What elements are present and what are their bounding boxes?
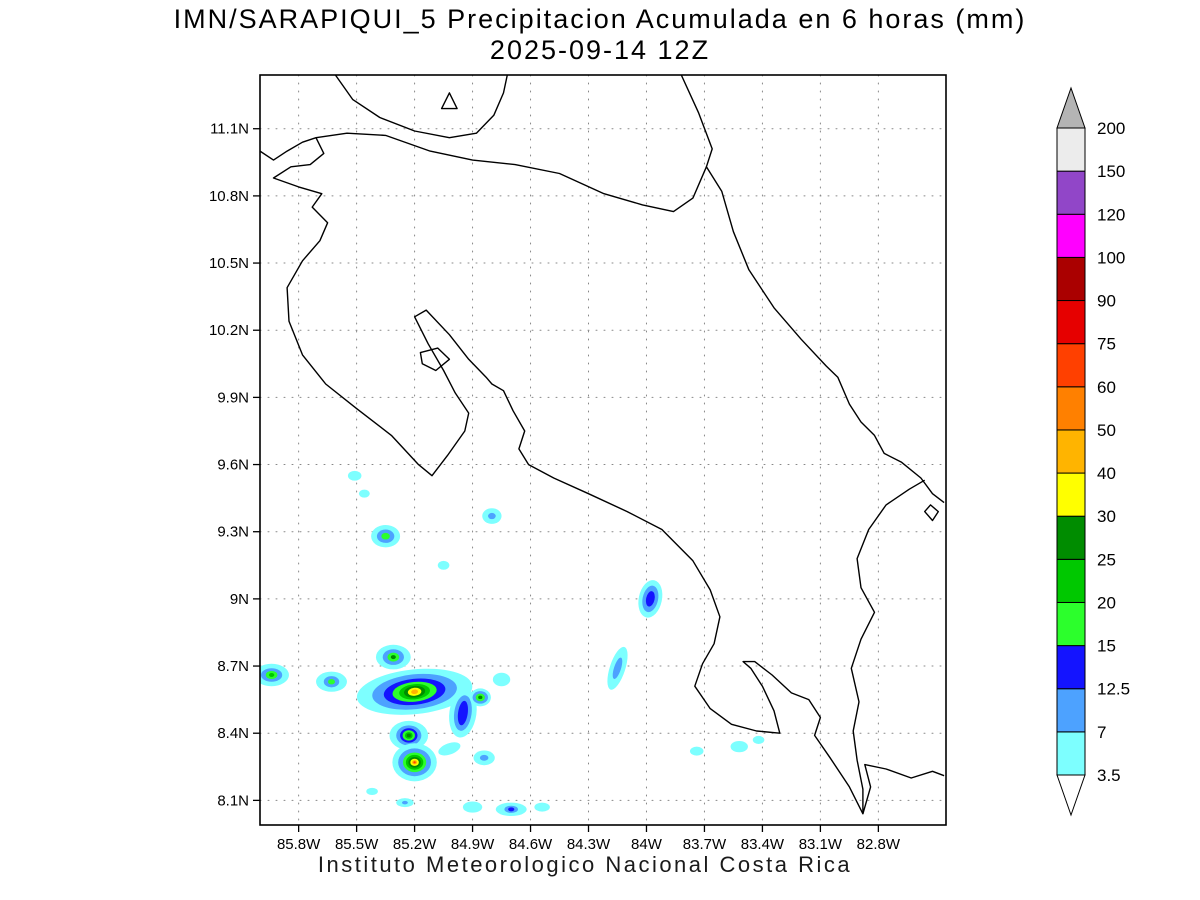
- figure-titles: IMN/SARAPIQUI_5 Precipitacion Acumulada …: [0, 4, 1200, 66]
- coastline: [260, 75, 945, 815]
- y-tick-label: 9.9N: [217, 389, 249, 406]
- colorbar-label: 60: [1097, 378, 1116, 397]
- colorbar-label: 75: [1097, 335, 1116, 354]
- precipitation-shading: [260, 470, 765, 817]
- y-tick-label: 9N: [230, 591, 249, 608]
- y-tick-label: 10.5N: [209, 255, 249, 272]
- colorbar-label: 20: [1097, 593, 1116, 612]
- colorbar-label: 90: [1097, 292, 1116, 311]
- axis-labels: 85.8W 85.5W 85.2W 84.9W 84.6W 84.3W 84W 83.7W 83…: [209, 121, 901, 850]
- colorbar-label: 3.5: [1097, 766, 1121, 785]
- colorbar-segment: [1056, 429, 1086, 474]
- colorbar-label: 200: [1097, 119, 1125, 138]
- colorbar-segment: [1056, 645, 1086, 690]
- colorbar-segment: [1056, 558, 1086, 603]
- pacific-coast: [260, 137, 945, 815]
- colorbar: 3.5 7 12.5 15 20 25 30 40 50 60 75 90 100 120 150 200: [1056, 86, 1130, 817]
- x-tick-label: 84.9W: [451, 836, 495, 850]
- colorbar-label: 40: [1097, 464, 1116, 483]
- bocas-islands: [924, 504, 939, 522]
- colorbar-label: 100: [1097, 248, 1125, 267]
- y-tick-label: 9.6N: [217, 457, 249, 474]
- colorbar-segment: [1056, 213, 1086, 258]
- colorbar-label: 25: [1097, 550, 1116, 569]
- colorbar-segment: [1056, 127, 1086, 172]
- colorbar-over-arrow: [1056, 86, 1086, 129]
- axis-ticks: [253, 128, 880, 832]
- x-tick-label: 83.4W: [741, 836, 785, 850]
- caption: Instituto Meteorologico Nacional Costa R…: [317, 852, 853, 877]
- y-tick-label: 8.4N: [217, 725, 249, 742]
- lake-nicaragua-shore: [334, 75, 508, 139]
- colorbar-segment: [1056, 472, 1086, 517]
- nicaragua-border: [315, 132, 708, 213]
- x-tick-label: 83.1W: [799, 836, 843, 850]
- panama-border: [850, 479, 926, 814]
- x-tick-label: 84.3W: [567, 836, 611, 850]
- colorbar-segment: [1056, 688, 1086, 733]
- colorbar-label: 12.5: [1097, 680, 1130, 699]
- y-tick-label: 8.7N: [217, 658, 249, 675]
- colorbar-segment: [1056, 256, 1086, 302]
- colorbar-segment: [1056, 300, 1086, 345]
- y-tick-label: 10.8N: [209, 188, 249, 205]
- y-tick-label: 9.3N: [217, 524, 249, 541]
- colorbar-segment: [1056, 731, 1086, 776]
- colorbar-under-arrow: [1056, 774, 1086, 817]
- caribbean-coast: [680, 75, 945, 504]
- colorbar-label: 50: [1097, 421, 1116, 440]
- x-tick-label: 84.6W: [509, 836, 553, 850]
- colorbar-label: 7: [1097, 723, 1106, 742]
- x-tick-label: 83.7W: [683, 836, 727, 850]
- colorbar-label: 15: [1097, 637, 1116, 656]
- x-tick-label: 84W: [631, 836, 663, 850]
- y-tick-label: 10.2N: [209, 322, 249, 339]
- chart-subtitle: 2025-09-14 12Z: [489, 35, 711, 65]
- colorbar-label: 120: [1097, 205, 1125, 224]
- colorbar-segment: [1056, 386, 1086, 431]
- chira-island: [419, 347, 451, 372]
- x-tick-label: 82.8W: [857, 836, 901, 850]
- chart-title: IMN/SARAPIQUI_5 Precipitacion Acumulada …: [173, 4, 1027, 34]
- map-canvas: 85.8W 85.5W 85.2W 84.9W 84.6W 84.3W 84W 83.7W 83…: [209, 74, 947, 850]
- colorbar-label: 30: [1097, 507, 1116, 526]
- x-tick-label: 85.5W: [335, 836, 379, 850]
- gridlines: [259, 74, 947, 826]
- colorbar-segment: [1056, 343, 1086, 388]
- y-tick-label: 11.1N: [210, 121, 249, 138]
- colorbar-segment: [1056, 601, 1086, 647]
- map-frame: [259, 74, 947, 826]
- x-tick-label: 85.8W: [277, 836, 321, 850]
- x-tick-label: 85.2W: [393, 836, 437, 850]
- colorbar-label: 150: [1097, 162, 1125, 181]
- colorbar-segment: [1056, 170, 1086, 215]
- lake-island: [440, 92, 458, 110]
- y-tick-label: 8.1N: [217, 792, 249, 809]
- colorbar-segment: [1056, 515, 1086, 560]
